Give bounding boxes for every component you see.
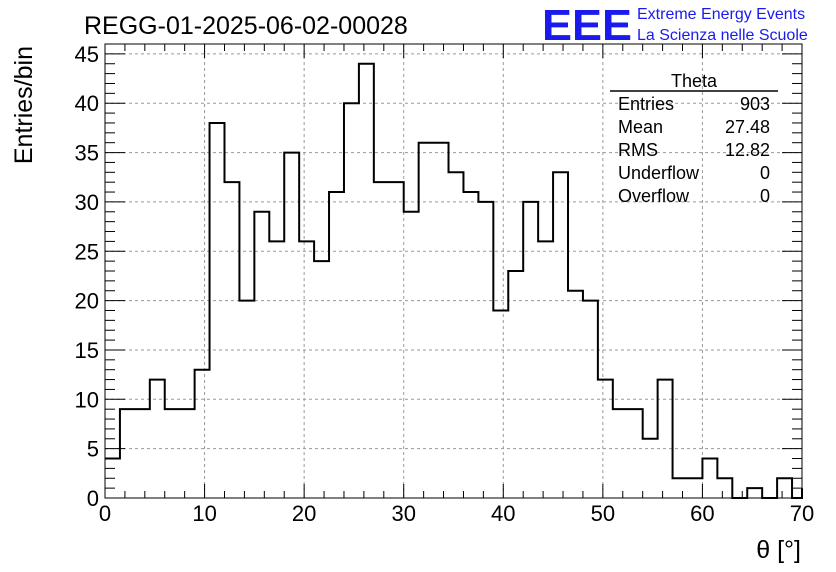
x-tick-label: 0 xyxy=(99,501,111,526)
x-tick-label: 30 xyxy=(391,501,415,526)
y-tick-label: 10 xyxy=(75,387,99,412)
eee-logo: EEE Extreme Energy Events La Scienza nel… xyxy=(542,1,808,50)
y-tick-label: 35 xyxy=(75,141,99,166)
x-tick-label: 40 xyxy=(491,501,515,526)
x-tick-label: 50 xyxy=(591,501,615,526)
x-axis-label: θ [°] xyxy=(756,536,801,564)
x-tick-label: 10 xyxy=(192,501,216,526)
stats-row-value: 12.82 xyxy=(725,140,770,160)
stats-title: Theta xyxy=(671,71,718,91)
y-tick-labels: 0 5 10 15 20 25 30 35 40 45 xyxy=(75,42,99,511)
x-tick-label: 20 xyxy=(292,501,316,526)
axis-ticks xyxy=(104,43,803,499)
eee-logo-letters: EEE xyxy=(542,1,632,50)
stats-row-label: Entries xyxy=(618,94,674,114)
histogram-outline xyxy=(105,62,803,499)
stats-row-label: Underflow xyxy=(618,163,700,183)
stats-row-value: 0 xyxy=(760,163,770,183)
y-tick-label: 25 xyxy=(75,239,99,264)
eee-logo-line2: La Scienza nelle Scuole xyxy=(637,27,808,44)
stats-box: Theta Entries 903 Mean 27.48 RMS 12.82 Underfl… xyxy=(610,71,778,206)
histogram-line xyxy=(105,62,803,499)
y-tick-label: 45 xyxy=(75,42,99,67)
grid-lines xyxy=(105,44,802,498)
stats-row-value: 0 xyxy=(760,186,770,206)
stats-row-label: Mean xyxy=(618,117,663,137)
stats-row-label: RMS xyxy=(618,140,658,160)
stats-row-value: 903 xyxy=(740,94,770,114)
y-tick-label: 0 xyxy=(87,486,99,511)
y-tick-label: 40 xyxy=(75,91,99,116)
stats-row-label: Overflow xyxy=(618,186,690,206)
y-tick-label: 15 xyxy=(75,338,99,363)
stats-rows: Entries 903 Mean 27.48 RMS 12.82 Underflow 0 Ove… xyxy=(618,94,770,206)
y-tick-label: 30 xyxy=(75,190,99,215)
y-tick-label: 5 xyxy=(87,437,99,462)
x-tick-labels: 0 10 20 30 40 50 60 70 xyxy=(99,501,814,526)
chart-title: REGG-01-2025-06-02-00028 xyxy=(84,12,408,40)
y-tick-label: 20 xyxy=(75,289,99,314)
y-axis-label: Entries/bin xyxy=(10,46,38,164)
x-tick-label: 70 xyxy=(790,501,814,526)
x-tick-label: 60 xyxy=(690,501,714,526)
stats-row-value: 27.48 xyxy=(725,117,770,137)
eee-logo-line1: Extreme Energy Events xyxy=(637,6,805,23)
